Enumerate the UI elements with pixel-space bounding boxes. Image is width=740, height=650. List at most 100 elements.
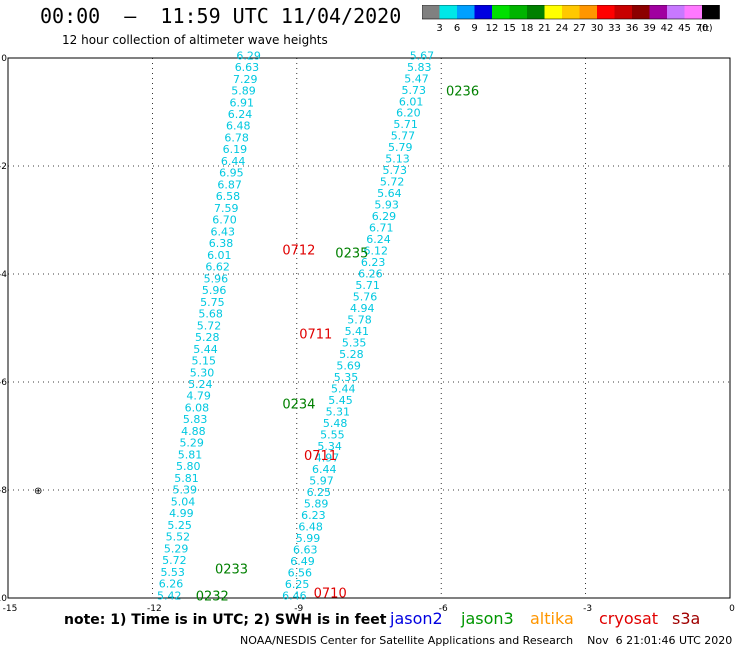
swh-value-label: 6.24 <box>366 233 391 246</box>
swh-value-label: 5.96 <box>204 272 229 285</box>
chart-subtitle: 12 hour collection of altimeter wave hei… <box>62 33 328 47</box>
swh-value-label: 6.29 <box>236 49 261 62</box>
swh-value-label: 5.73 <box>402 84 427 97</box>
swh-value-label: 5.48 <box>323 417 348 430</box>
swh-value-label: 5.52 <box>166 531 191 544</box>
swh-value-label: 6.24 <box>228 108 253 121</box>
swh-value-label: 5.81 <box>178 448 203 461</box>
swh-value-label: 6.01 <box>207 249 232 262</box>
swh-value-label: 6.48 <box>226 120 251 133</box>
swh-value-label: 5.35 <box>342 337 367 350</box>
swh-value-label: 6.63 <box>235 61 260 74</box>
swh-value-label: 5.75 <box>200 296 225 309</box>
swh-value-label: 5.77 <box>391 130 416 143</box>
swh-value-label: 6.56 <box>288 566 313 579</box>
swh-value-label: 5.15 <box>192 355 217 368</box>
colorbar-swatch <box>702 5 720 19</box>
swh-value-label: 5.30 <box>190 366 215 379</box>
swh-value-label: 5.42 <box>157 589 182 602</box>
colorbar-swatch <box>439 5 457 19</box>
swh-value-label: 6.87 <box>217 178 242 191</box>
colorbar-swatch <box>684 5 702 19</box>
swh-value-label: 5.72 <box>162 554 187 567</box>
pass-time-label: 0710 <box>314 587 347 602</box>
swh-value-label: 7.59 <box>214 202 239 215</box>
swh-value-label: 6.71 <box>369 222 394 235</box>
swh-value-label: 5.34 <box>317 440 342 453</box>
x-tick-label: -12 <box>147 604 162 612</box>
x-tick-label: 0 <box>729 604 735 612</box>
colorbar-label: 27 <box>573 23 586 33</box>
swh-value-label: 5.24 <box>188 378 213 391</box>
colorbar-swatch <box>579 5 597 19</box>
y-tick-label: -8 <box>0 486 7 496</box>
swh-value-label: 5.97 <box>309 474 334 487</box>
swh-value-label: 5.41 <box>345 325 370 338</box>
swh-value-label: 5.44 <box>331 382 356 395</box>
swh-value-label: 5.28 <box>195 331 220 344</box>
swh-value-label: 6.44 <box>221 155 246 168</box>
legend-item-jason3: jason3 <box>461 609 514 628</box>
swh-value-label: 5.35 <box>334 371 359 384</box>
swh-value-label: 6.63 <box>293 543 318 556</box>
swh-value-label: 6.44 <box>312 463 337 476</box>
colorbar-label: 3 <box>436 23 442 33</box>
swh-value-label: 5.71 <box>355 279 380 292</box>
swh-value-label: 6.08 <box>185 401 210 414</box>
swh-value-label: 5.29 <box>179 437 204 450</box>
swh-value-label: 6.26 <box>159 578 184 591</box>
swh-value-label: 5.89 <box>231 85 256 98</box>
legend-item-cryosat: cryosat <box>599 609 659 628</box>
colorbar-label: 33 <box>608 23 621 33</box>
swh-value-label: 5.83 <box>183 413 208 426</box>
swh-value-label: 6.46 <box>282 589 307 602</box>
y-tick-label: -4 <box>0 270 7 280</box>
colorbar-label: 18 <box>521 23 534 33</box>
swh-value-label: 5.81 <box>174 472 199 485</box>
swh-value-label: 5.79 <box>388 141 413 154</box>
legend-item-jason2: jason2 <box>390 609 443 628</box>
pass-time-label: 0236 <box>446 84 479 99</box>
pass-time-label: 0234 <box>282 398 315 413</box>
swh-value-label: 6.19 <box>223 143 248 156</box>
swh-value-label: 5.93 <box>374 199 399 212</box>
swh-value-label: 5.39 <box>173 484 198 497</box>
swh-value-label: 5.89 <box>304 497 329 510</box>
footer-credit: NOAA/NESDIS Center for Satellite Applica… <box>240 634 733 647</box>
colorbar-swatch <box>632 5 650 19</box>
colorbar-label: 39 <box>643 23 656 33</box>
swh-value-label: 4.94 <box>350 302 375 315</box>
swh-value-label: 6.01 <box>399 95 424 108</box>
swh-value-label: 7.29 <box>233 73 258 86</box>
swh-value-label: 6.25 <box>285 578 310 591</box>
swh-value-label: 5.55 <box>320 428 345 441</box>
swh-value-label: 6.78 <box>224 131 249 144</box>
swh-value-label: 6.48 <box>298 520 323 533</box>
x-tick-label: -15 <box>3 604 18 612</box>
colorbar-swatch <box>527 5 545 19</box>
swh-value-label: 6.62 <box>205 261 230 274</box>
swh-value-label: 6.91 <box>230 96 255 109</box>
swh-value-label: 5.29 <box>164 542 189 555</box>
colorbar-unit: (ft) <box>699 24 713 33</box>
swh-value-label: 6.95 <box>219 167 244 180</box>
y-tick-label: -10 <box>0 594 7 604</box>
pass-time-label: 0232 <box>196 589 229 604</box>
wave-height-plot: -15-12-9-6-300-2-4-6-8-10⊕6.296.637.295.… <box>0 49 735 612</box>
swh-value-label: 5.73 <box>383 164 408 177</box>
swh-value-label: 5.13 <box>385 153 410 166</box>
swh-value-label: 6.70 <box>212 214 237 227</box>
swh-value-label: 5.71 <box>393 118 418 131</box>
note-text: note: 1) Time is in UTC; 2) SWH is in fe… <box>64 612 387 628</box>
swh-value-label: 6.20 <box>396 107 421 120</box>
colorbar-swatch <box>474 5 492 19</box>
swh-value-label: 6.29 <box>372 210 397 223</box>
swh-value-label: 5.04 <box>171 495 196 508</box>
colorbar-label: 21 <box>538 23 551 33</box>
colorbar-label: 9 <box>471 23 477 33</box>
colorbar-swatch <box>422 5 440 19</box>
swh-value-label: 6.43 <box>211 225 236 238</box>
swh-value-label: 5.67 <box>410 49 435 62</box>
pass-time-label: 0712 <box>282 244 315 259</box>
origin-marker: ⊕ <box>34 486 42 497</box>
